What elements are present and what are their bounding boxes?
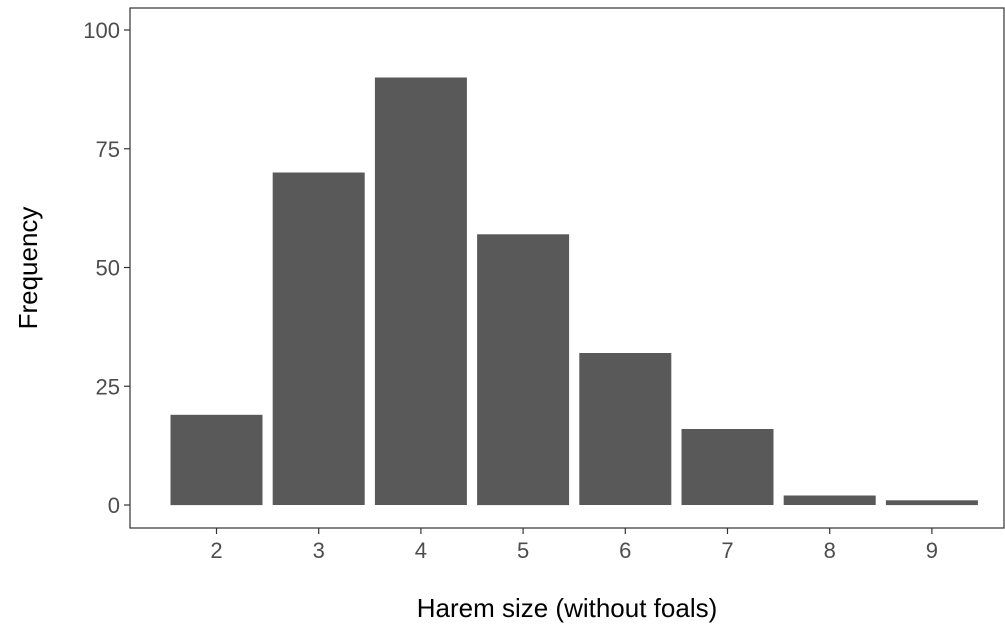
y-axis-title: Frequency xyxy=(13,207,43,330)
bar-5 xyxy=(477,234,570,506)
x-tick-label-2: 2 xyxy=(210,538,222,563)
x-tick-label-8: 8 xyxy=(824,538,836,563)
x-tick-label-7: 7 xyxy=(721,538,733,563)
y-axis: 0 25 50 75 100 xyxy=(83,18,130,518)
bar-6 xyxy=(579,353,672,505)
x-axis-title: Harem size (without foals) xyxy=(417,593,718,623)
bar-8 xyxy=(783,495,876,505)
bar-4 xyxy=(374,77,467,505)
bar-2 xyxy=(170,414,263,506)
x-tick-label-4: 4 xyxy=(415,538,427,563)
y-tick-label-100: 100 xyxy=(83,18,120,43)
y-tick-label-25: 25 xyxy=(96,374,120,399)
bar-3 xyxy=(272,172,365,505)
x-tick-label-6: 6 xyxy=(619,538,631,563)
x-tick-label-3: 3 xyxy=(313,538,325,563)
y-tick-label-0: 0 xyxy=(108,493,120,518)
x-tick-label-9: 9 xyxy=(926,538,938,563)
y-tick-label-50: 50 xyxy=(96,256,120,281)
bar-9 xyxy=(885,500,978,506)
bar-7 xyxy=(681,429,774,505)
x-axis: 2 3 4 5 6 7 8 9 xyxy=(210,528,938,563)
bars-group xyxy=(170,77,978,506)
y-tick-label-75: 75 xyxy=(96,137,120,162)
x-tick-label-5: 5 xyxy=(517,538,529,563)
